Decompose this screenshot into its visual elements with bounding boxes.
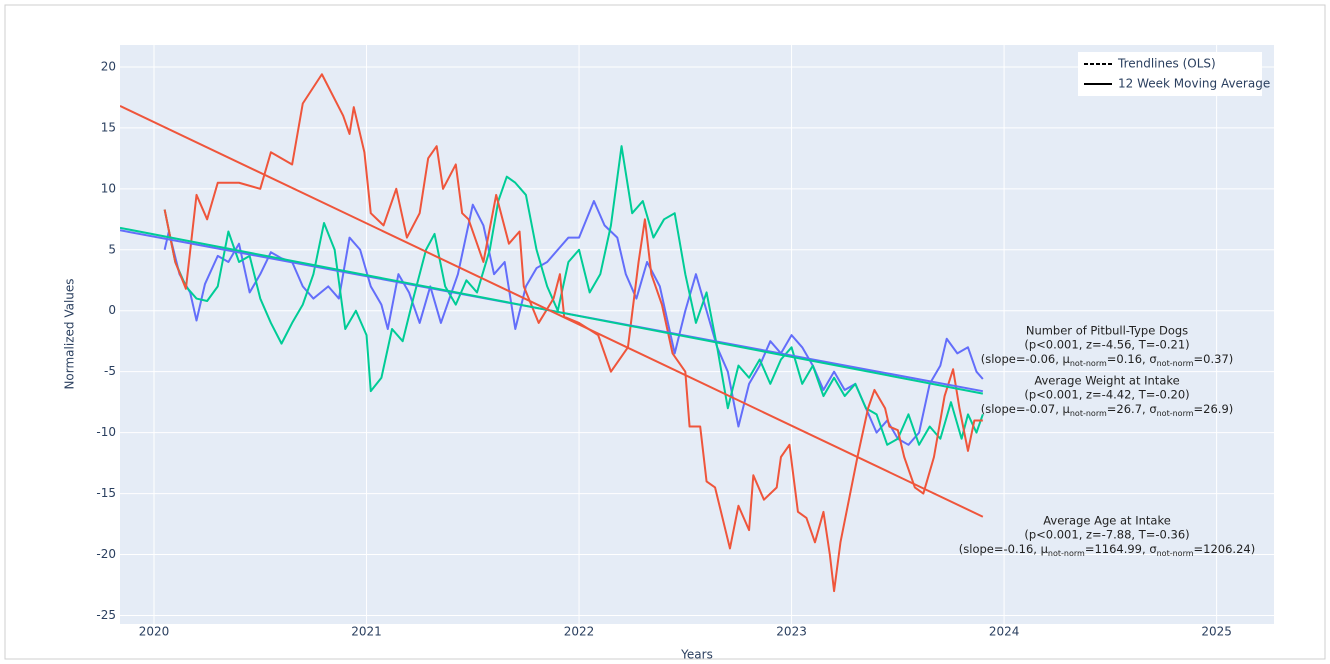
x-tick-label: 2022 (564, 625, 595, 639)
frame (4, 4, 1326, 660)
annotation-stat-part: not-norm (1157, 359, 1194, 368)
y-tick-label: 15 (101, 120, 116, 134)
y-tick-label: -10 (96, 425, 116, 439)
y-tick-label: 10 (101, 181, 116, 195)
annotation-stat-part: =26.9) (1194, 402, 1234, 416)
annotation-stat-part: not-norm (1070, 409, 1107, 418)
annotation-stat-part: not-norm (1157, 549, 1194, 558)
annotation-stat-part: =1164.99, σ (1085, 542, 1157, 556)
annotation-stat-part: =0.16, σ (1107, 352, 1157, 366)
annotation-stat-part: =0.37) (1194, 352, 1234, 366)
y-tick-label: -20 (96, 547, 116, 561)
trendline (120, 105, 984, 518)
x-tick-label: 2021 (351, 625, 382, 639)
legend-label: 12 Week Moving Average (1118, 77, 1270, 91)
annotation-line: (p<0.001, z=-4.42, T=-0.20) (1024, 388, 1189, 402)
x-tick-label: 2024 (989, 625, 1020, 639)
legend-box (1078, 52, 1262, 96)
annotation-stat-part: =1206.24) (1194, 542, 1256, 556)
annotation-stat-part: (slope=-0.07, μ (981, 402, 1071, 416)
annotation-stat-part: not-norm (1048, 549, 1085, 558)
annotation-stats: (slope=-0.06, μnot-norm=0.16, σnot-norm=… (981, 352, 1234, 369)
y-tick-label: -5 (104, 364, 116, 378)
y-axis-title: Normalized Values (63, 278, 77, 389)
y-tick-label: -25 (96, 608, 116, 622)
annotation-line: Average Weight at Intake (1034, 374, 1179, 388)
annotation-line: (p<0.001, z=-7.88, T=-0.36) (1024, 528, 1189, 542)
y-tick-label: 5 (108, 242, 116, 256)
annotation-stats: (slope=-0.16, μnot-norm=1164.99, σnot-no… (959, 542, 1255, 559)
x-tick-label: 2020 (139, 625, 170, 639)
annotation-stat-part: (slope=-0.06, μ (981, 352, 1071, 366)
annotation-line: Average Age at Intake (1043, 514, 1171, 528)
annotation-line: (p<0.001, z=-4.56, T=-0.21) (1024, 338, 1189, 352)
legend-label: Trendlines (OLS) (1117, 57, 1216, 71)
x-tick-label: 2025 (1201, 625, 1232, 639)
annotation-stat-part: not-norm (1157, 409, 1194, 418)
plot-lines (120, 73, 984, 593)
x-tick-label: 2023 (776, 625, 807, 639)
annotation-line: Number of Pitbull-Type Dogs (1026, 324, 1188, 338)
annotation-stat-part: =26.7, σ (1107, 402, 1157, 416)
moving-average-line (163, 73, 983, 593)
annotation-stat-part: (slope=-0.16, μ (959, 542, 1049, 556)
annotation-stat-part: not-norm (1070, 359, 1107, 368)
x-axis-title: Years (680, 648, 713, 662)
y-tick-label: 0 (108, 303, 116, 317)
plot-area (120, 45, 1274, 624)
y-tick-label: 20 (101, 59, 116, 73)
annotation-stats: (slope=-0.07, μnot-norm=26.7, σnot-norm=… (981, 402, 1234, 419)
moving-average-line (163, 145, 984, 446)
y-tick-label: -15 (96, 486, 116, 500)
